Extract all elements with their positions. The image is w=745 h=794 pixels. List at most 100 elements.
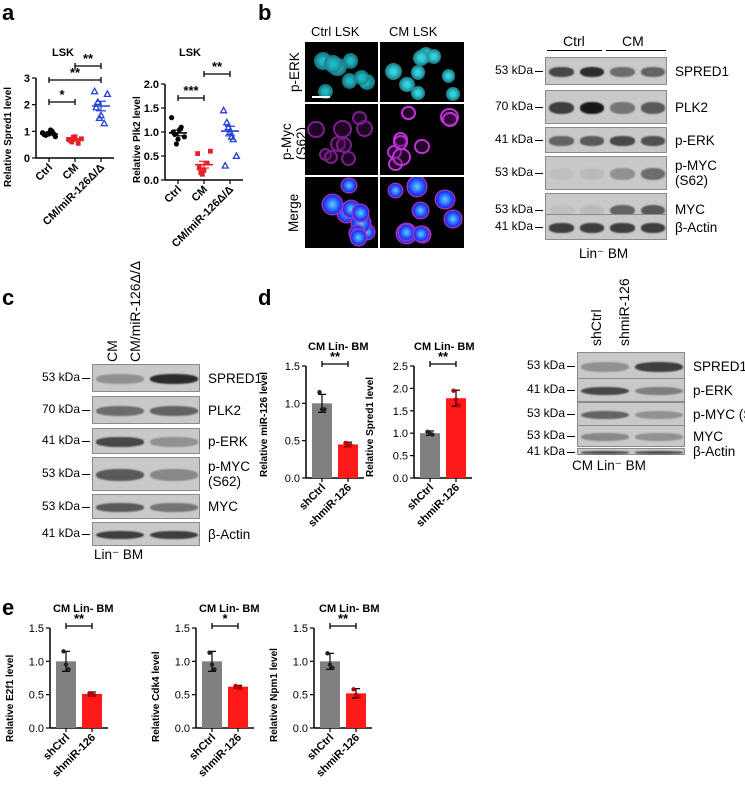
data-point <box>173 141 179 147</box>
chart-e1-ylabel: Relative E2f1 level <box>5 654 16 742</box>
blot-band <box>96 406 144 416</box>
micro-row-perk: p-ERK <box>287 52 302 92</box>
y-tick-label: 2.0 <box>144 79 159 91</box>
cell <box>414 227 428 241</box>
blot-strip <box>545 214 667 240</box>
data-point <box>103 89 112 98</box>
data-point <box>330 665 335 671</box>
blot-band <box>96 374 144 384</box>
cell <box>426 49 442 64</box>
blot-band <box>549 223 574 233</box>
blot-band <box>581 451 629 454</box>
y-tick-label: 0.5 <box>393 451 408 463</box>
cell <box>324 149 339 164</box>
blot-band <box>610 204 635 217</box>
sig-label: ** <box>83 51 94 66</box>
cell <box>410 65 426 80</box>
blot-band <box>579 67 604 77</box>
cell <box>336 136 352 153</box>
micro-ctrl-perk <box>305 42 378 102</box>
data-point <box>232 151 241 160</box>
blot-band <box>549 136 574 146</box>
data-point <box>209 662 215 667</box>
kda-tick <box>535 140 543 141</box>
kda-marker: 53 kDa <box>494 63 533 77</box>
data-point <box>204 160 210 166</box>
sig-label: ** <box>338 611 349 626</box>
protein-label: p-MYC (S62) <box>675 158 718 188</box>
y-tick-label: 3 <box>24 73 30 85</box>
data-point <box>48 127 54 133</box>
bar <box>338 444 358 478</box>
kda-marker: 70 kDa <box>41 402 80 416</box>
bar <box>202 661 222 728</box>
cell <box>412 49 430 67</box>
y-tick-label: 0.0 <box>144 175 159 187</box>
protein-label: MYC <box>693 428 723 444</box>
y-tick-label: 0.5 <box>29 690 44 702</box>
data-point <box>63 662 69 667</box>
protein-label: SPRED1 <box>675 63 730 79</box>
blot-strip <box>92 494 200 519</box>
blot-strip <box>545 57 667 85</box>
blot-band <box>610 102 635 114</box>
blot-band <box>581 433 629 441</box>
blot-band <box>549 102 574 114</box>
y-tick-label: 0.5 <box>175 690 190 702</box>
data-point <box>356 694 361 699</box>
data-point <box>207 650 212 655</box>
bar <box>446 398 466 478</box>
chart-e3-ylabel: Relative Npm1 level <box>269 648 280 742</box>
data-point <box>169 115 175 121</box>
y-tick-label: 0.5 <box>285 436 300 448</box>
blot-b-lane-cm: CM <box>622 33 644 49</box>
data-point <box>175 136 181 142</box>
y-tick-label: 1.0 <box>393 428 408 440</box>
blot-band <box>150 437 198 447</box>
blot-strip <box>92 522 200 546</box>
protein-label: PLK2 <box>208 402 242 418</box>
blot-band <box>549 168 574 180</box>
sig-label: *** <box>183 83 199 98</box>
micro-cm-pmyc <box>380 104 464 175</box>
x-tick-label: Ctrl <box>33 162 55 184</box>
micro-ctrl-pmyc <box>305 104 378 175</box>
blot-band <box>96 530 144 540</box>
kda-tick <box>82 378 90 379</box>
blot-band <box>610 223 635 233</box>
blot-strip <box>577 425 685 447</box>
protein-label: PLK2 <box>675 99 709 115</box>
micro-ctrl-merge <box>305 177 378 248</box>
y-tick-label: 1.5 <box>293 623 308 635</box>
kda-tick <box>82 441 90 442</box>
y-tick-label: 0.5 <box>293 690 308 702</box>
blot-b-lane-bar-cm <box>606 50 666 51</box>
y-tick-label: 1.5 <box>29 623 44 635</box>
cell <box>392 147 411 167</box>
blot-band <box>150 503 198 512</box>
y-tick-label: 1.5 <box>285 361 300 373</box>
y-tick-label: 0.0 <box>285 473 300 485</box>
kda-tick <box>82 474 90 475</box>
y-tick-label: 1.0 <box>293 656 308 668</box>
kda-tick <box>82 506 90 508</box>
cell <box>341 73 357 89</box>
blot-c-lane-cm: CM <box>104 340 120 362</box>
chart-d1-ylabel: Relative miR-126 level <box>259 371 270 477</box>
data-point <box>238 685 243 691</box>
cell <box>324 55 342 74</box>
kda-marker: 53 kDa <box>526 406 565 420</box>
blot-band <box>581 386 629 396</box>
kda-tick <box>82 534 90 535</box>
blot-band <box>549 204 574 217</box>
blot-band <box>150 406 198 416</box>
blot-band <box>549 67 574 77</box>
data-point <box>453 397 459 402</box>
data-point <box>181 134 187 140</box>
data-point <box>66 667 71 672</box>
sig-label: ** <box>70 65 81 80</box>
